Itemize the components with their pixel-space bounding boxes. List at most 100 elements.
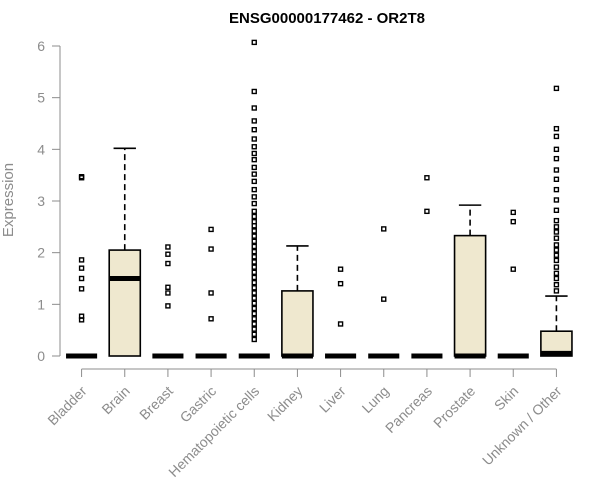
outlier-point bbox=[553, 264, 560, 270]
outlier-point bbox=[553, 270, 560, 277]
box-group bbox=[411, 175, 443, 359]
outlier-point bbox=[78, 265, 85, 271]
y-axis-label: Expression bbox=[0, 163, 17, 237]
y-tick-label: 4 bbox=[37, 141, 45, 157]
outlier-point bbox=[251, 269, 257, 275]
outlier-point bbox=[553, 207, 560, 214]
outlier-point bbox=[337, 266, 344, 272]
outlier-point bbox=[251, 331, 257, 337]
x-tick-label: Brain bbox=[98, 383, 132, 417]
x-tick-label: Prostate bbox=[430, 383, 478, 431]
box-group bbox=[497, 209, 529, 359]
outlier-point bbox=[553, 288, 560, 294]
chart-title: ENSG00000177462 - OR2T8 bbox=[229, 10, 425, 27]
x-tick-label: Skin bbox=[491, 383, 522, 414]
box-group bbox=[152, 244, 184, 359]
outlier-point bbox=[251, 88, 257, 95]
outlier-point bbox=[251, 118, 257, 124]
x-tick-label: Unknown / Other bbox=[479, 383, 565, 469]
outlier-point bbox=[251, 39, 257, 46]
outlier-point bbox=[251, 228, 257, 234]
outlier-point bbox=[165, 251, 171, 257]
outlier-point bbox=[251, 213, 257, 220]
outlier-point bbox=[78, 257, 85, 263]
outlier-point bbox=[251, 336, 257, 343]
outlier-point bbox=[251, 156, 257, 163]
x-tick-label: Breast bbox=[136, 383, 176, 423]
outlier-point bbox=[424, 208, 430, 215]
outlier-point bbox=[251, 126, 257, 133]
outlier-point bbox=[251, 233, 257, 239]
outlier-point bbox=[208, 246, 214, 252]
y-tick-label: 3 bbox=[37, 193, 45, 209]
outlier-point bbox=[553, 257, 560, 264]
plot-area bbox=[66, 39, 573, 359]
outlier-point bbox=[337, 280, 344, 287]
outlier-point bbox=[510, 266, 516, 272]
outlier-point bbox=[251, 218, 257, 225]
outlier-point bbox=[553, 252, 560, 258]
outlier-point bbox=[553, 133, 560, 140]
box-group bbox=[540, 85, 573, 357]
outlier-point bbox=[553, 186, 560, 193]
outlier-point bbox=[553, 155, 560, 162]
x-tick-label: Liver bbox=[316, 383, 349, 416]
y-tick-label: 6 bbox=[37, 38, 45, 54]
outlier-point bbox=[251, 105, 257, 111]
outlier-point bbox=[208, 316, 214, 322]
outlier-point bbox=[553, 176, 560, 183]
outlier-point bbox=[553, 275, 560, 282]
box-group bbox=[195, 226, 227, 359]
outlier-point bbox=[510, 218, 516, 225]
outlier-point bbox=[251, 300, 257, 306]
outlier-point bbox=[78, 286, 85, 292]
outlier-point bbox=[251, 321, 257, 327]
outlier-point bbox=[251, 200, 257, 207]
x-tick-label: Kidney bbox=[264, 383, 306, 425]
outlier-point bbox=[251, 259, 257, 265]
y-tick-label: 2 bbox=[37, 245, 45, 261]
box-group bbox=[325, 266, 357, 359]
outlier-point bbox=[251, 208, 257, 215]
outlier-point bbox=[251, 144, 257, 150]
outlier-point bbox=[553, 282, 560, 288]
box-group bbox=[108, 147, 142, 357]
outlier-point bbox=[381, 296, 387, 302]
outlier-point bbox=[251, 150, 257, 157]
outlier-point bbox=[251, 326, 257, 332]
y-tick-label: 1 bbox=[37, 296, 45, 312]
outlier-point bbox=[251, 178, 257, 185]
outlier-point bbox=[251, 285, 257, 291]
box-group bbox=[281, 245, 314, 359]
outlier-point bbox=[251, 194, 257, 200]
outlier-point bbox=[208, 226, 214, 233]
outlier-point bbox=[165, 284, 171, 290]
outlier-point bbox=[251, 171, 257, 177]
box-rect bbox=[281, 290, 314, 357]
outlier-point bbox=[553, 146, 560, 153]
y-axis: 0 1 2 3 4 5 6 bbox=[37, 38, 61, 364]
box-group bbox=[238, 39, 270, 359]
box-group bbox=[453, 204, 487, 359]
x-tick-label: Bladder bbox=[44, 383, 90, 429]
box-group bbox=[66, 174, 98, 359]
outlier-point bbox=[251, 305, 257, 312]
outlier-point bbox=[165, 260, 171, 267]
x-tick-label: Pancreas bbox=[382, 383, 435, 436]
outlier-point bbox=[78, 175, 85, 181]
outlier-point bbox=[251, 295, 257, 301]
outlier-point bbox=[553, 242, 560, 248]
outlier-point bbox=[251, 238, 257, 245]
x-tick-label: Lung bbox=[359, 383, 392, 416]
outlier-point bbox=[424, 175, 430, 181]
outlier-point bbox=[165, 290, 171, 296]
outlier-point bbox=[251, 136, 257, 142]
outlier-point bbox=[553, 247, 560, 253]
outlier-point bbox=[553, 197, 560, 203]
outlier-point bbox=[510, 209, 516, 216]
outlier-point bbox=[251, 316, 257, 322]
outlier-point bbox=[251, 243, 257, 250]
outlier-point bbox=[553, 224, 560, 230]
outlier-point bbox=[553, 229, 560, 235]
